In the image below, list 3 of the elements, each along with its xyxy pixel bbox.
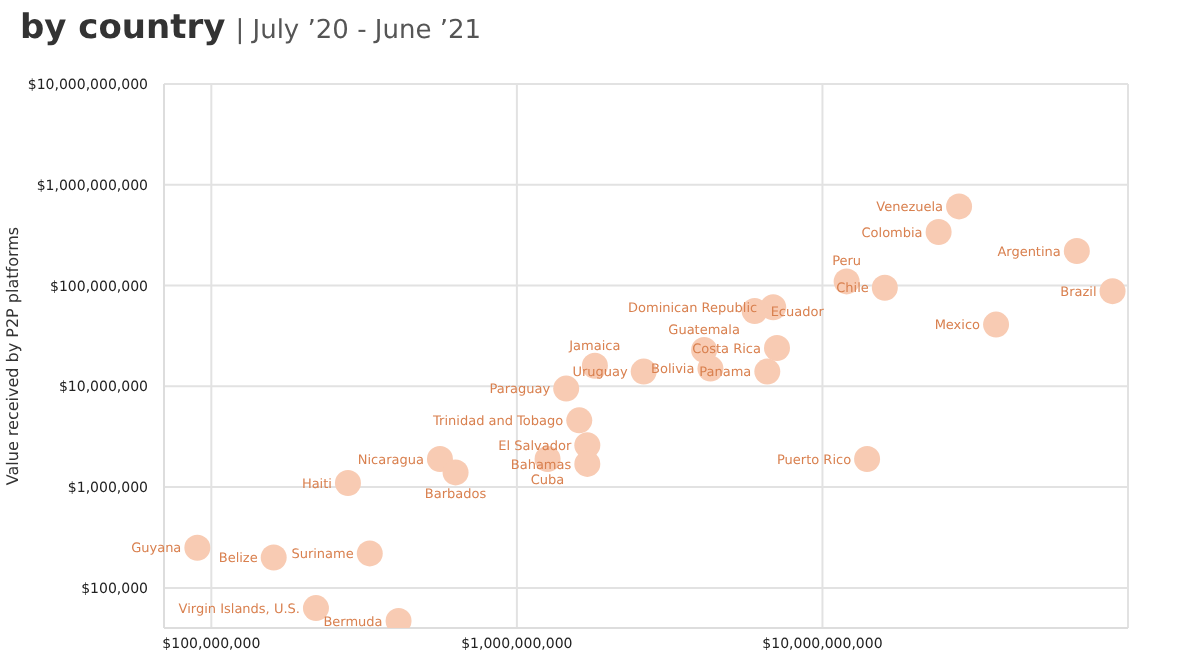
chart-subtitle: | July ’20 - June ’21 <box>235 16 482 46</box>
chart-title: by country <box>20 8 226 48</box>
y-axis-title: Value received by P2P platforms <box>3 226 22 486</box>
